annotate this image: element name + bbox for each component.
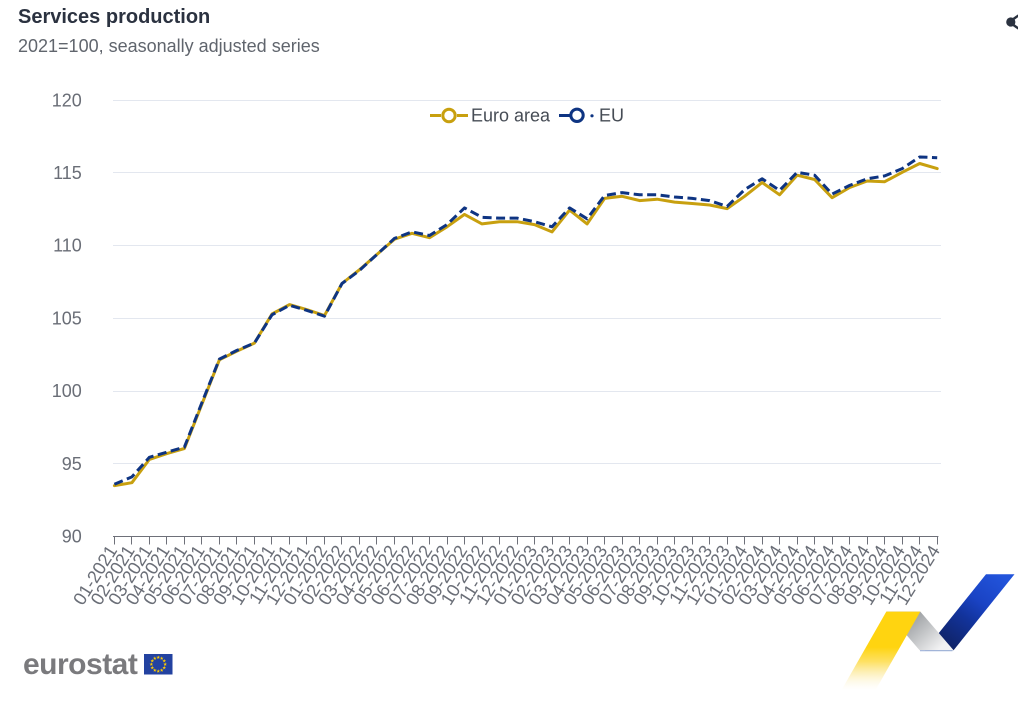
svg-text:120: 120 [52, 90, 82, 110]
svg-text:90: 90 [62, 527, 82, 547]
svg-text:110: 110 [53, 236, 82, 256]
svg-text:eurostat: eurostat [23, 648, 138, 681]
svg-text:115: 115 [53, 163, 82, 183]
svg-text:EU: EU [599, 106, 624, 126]
svg-text:Services production: Services production [18, 6, 210, 28]
svg-text:100: 100 [52, 381, 82, 401]
svg-text:95: 95 [62, 454, 82, 474]
svg-text:105: 105 [52, 308, 82, 328]
svg-text:2021=100, seasonally adjusted: 2021=100, seasonally adjusted series [18, 36, 320, 56]
svg-text:Euro area: Euro area [471, 106, 551, 126]
